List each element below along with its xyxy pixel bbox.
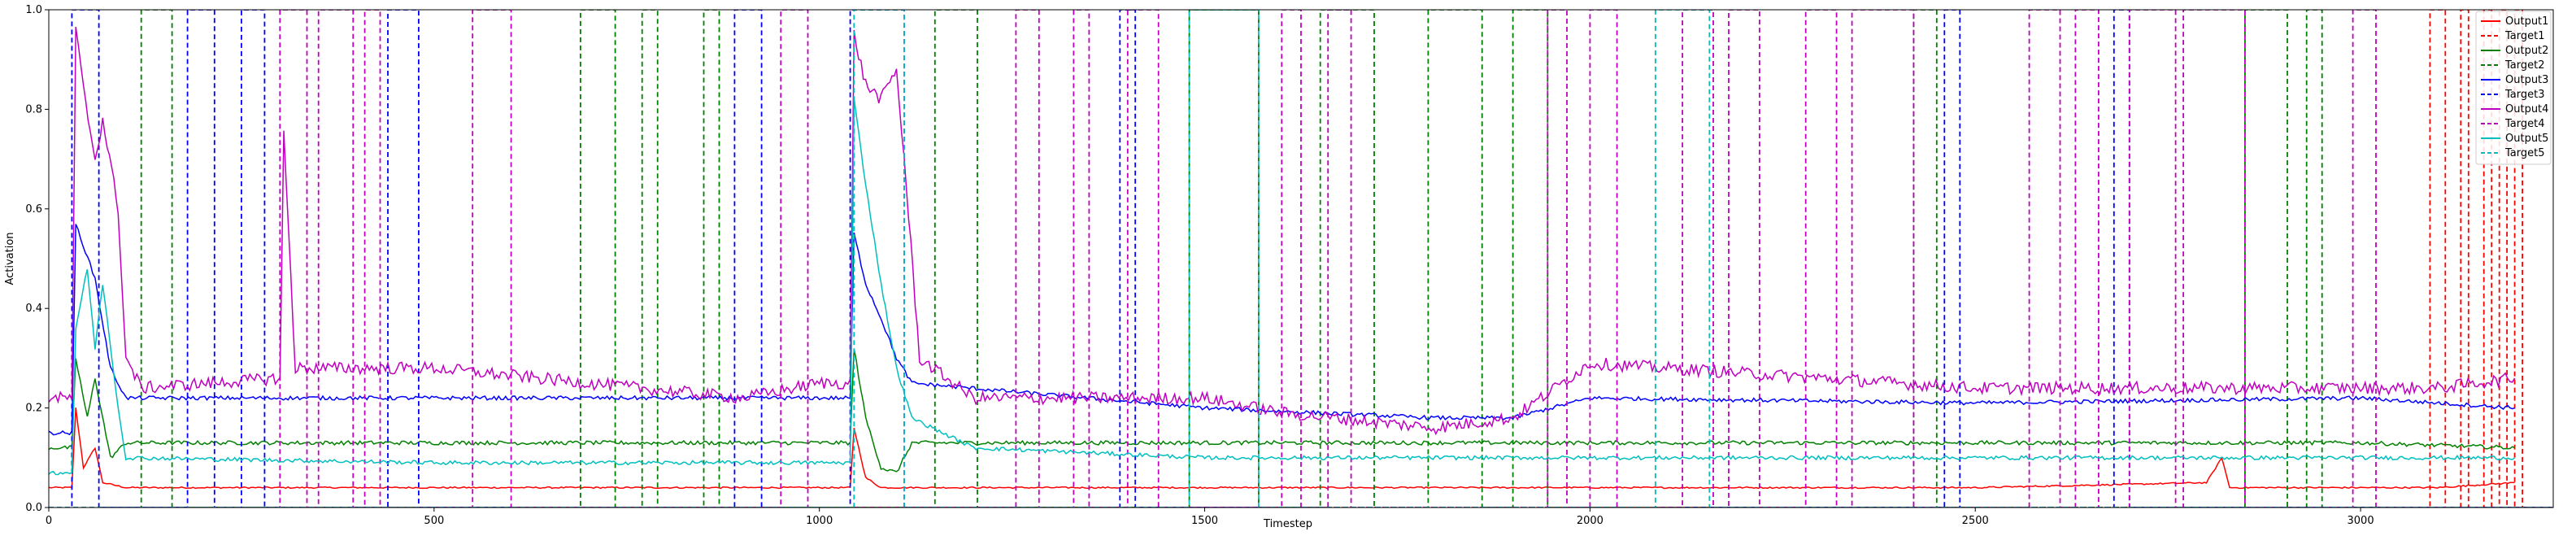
x-tick-label: 2000 — [1577, 515, 1603, 527]
legend-label: Output2 — [2505, 45, 2548, 57]
y-tick-label: 1.0 — [25, 4, 42, 16]
y-axis: 0.0 0.2 0.4 0.6 0.8 1.0 — [25, 4, 49, 514]
series-line-target1 — [49, 10, 2553, 508]
legend-label: Output1 — [2505, 15, 2548, 28]
legend-label: Output4 — [2505, 103, 2548, 115]
y-tick-label: 0.2 — [25, 403, 42, 415]
legend-label: Target1 — [2504, 30, 2545, 42]
legend-label: Output3 — [2505, 74, 2548, 86]
x-axis: 0 500 1000 1500 2000 2500 3000 — [46, 508, 2374, 527]
y-tick-label: 0.8 — [25, 103, 42, 115]
legend-label: Output5 — [2505, 133, 2548, 145]
series-line-output5 — [49, 98, 2516, 476]
legend-label: Target3 — [2504, 89, 2545, 101]
x-tick-label: 500 — [424, 515, 444, 527]
series-line-output4 — [49, 26, 2516, 436]
y-tick-label: 0.4 — [25, 303, 42, 315]
series-line-output2 — [49, 348, 2515, 473]
y-axis-label: Activation — [4, 232, 16, 285]
legend-label: Target2 — [2504, 59, 2545, 72]
x-tick-label: 1000 — [806, 515, 833, 527]
x-tick-label: 3000 — [2348, 515, 2374, 527]
y-tick-label: 0.6 — [25, 203, 42, 216]
legend-label: Target5 — [2504, 147, 2545, 159]
x-tick-label: 1500 — [1191, 515, 1218, 527]
y-tick-label: 0.0 — [25, 502, 42, 514]
legend: Output1 Target1 Output2 Target2 Output3 Targe… — [2475, 11, 2552, 165]
legend-label: Target4 — [2504, 118, 2545, 130]
x-tick-label: 2500 — [1962, 515, 1989, 527]
series-group — [49, 10, 2553, 508]
x-axis-label: Timestep — [1263, 518, 1312, 530]
series-line-output3 — [49, 224, 2515, 436]
plot-frame — [48, 9, 2554, 508]
x-tick-label: 0 — [46, 515, 52, 527]
plot-area — [48, 9, 2554, 508]
